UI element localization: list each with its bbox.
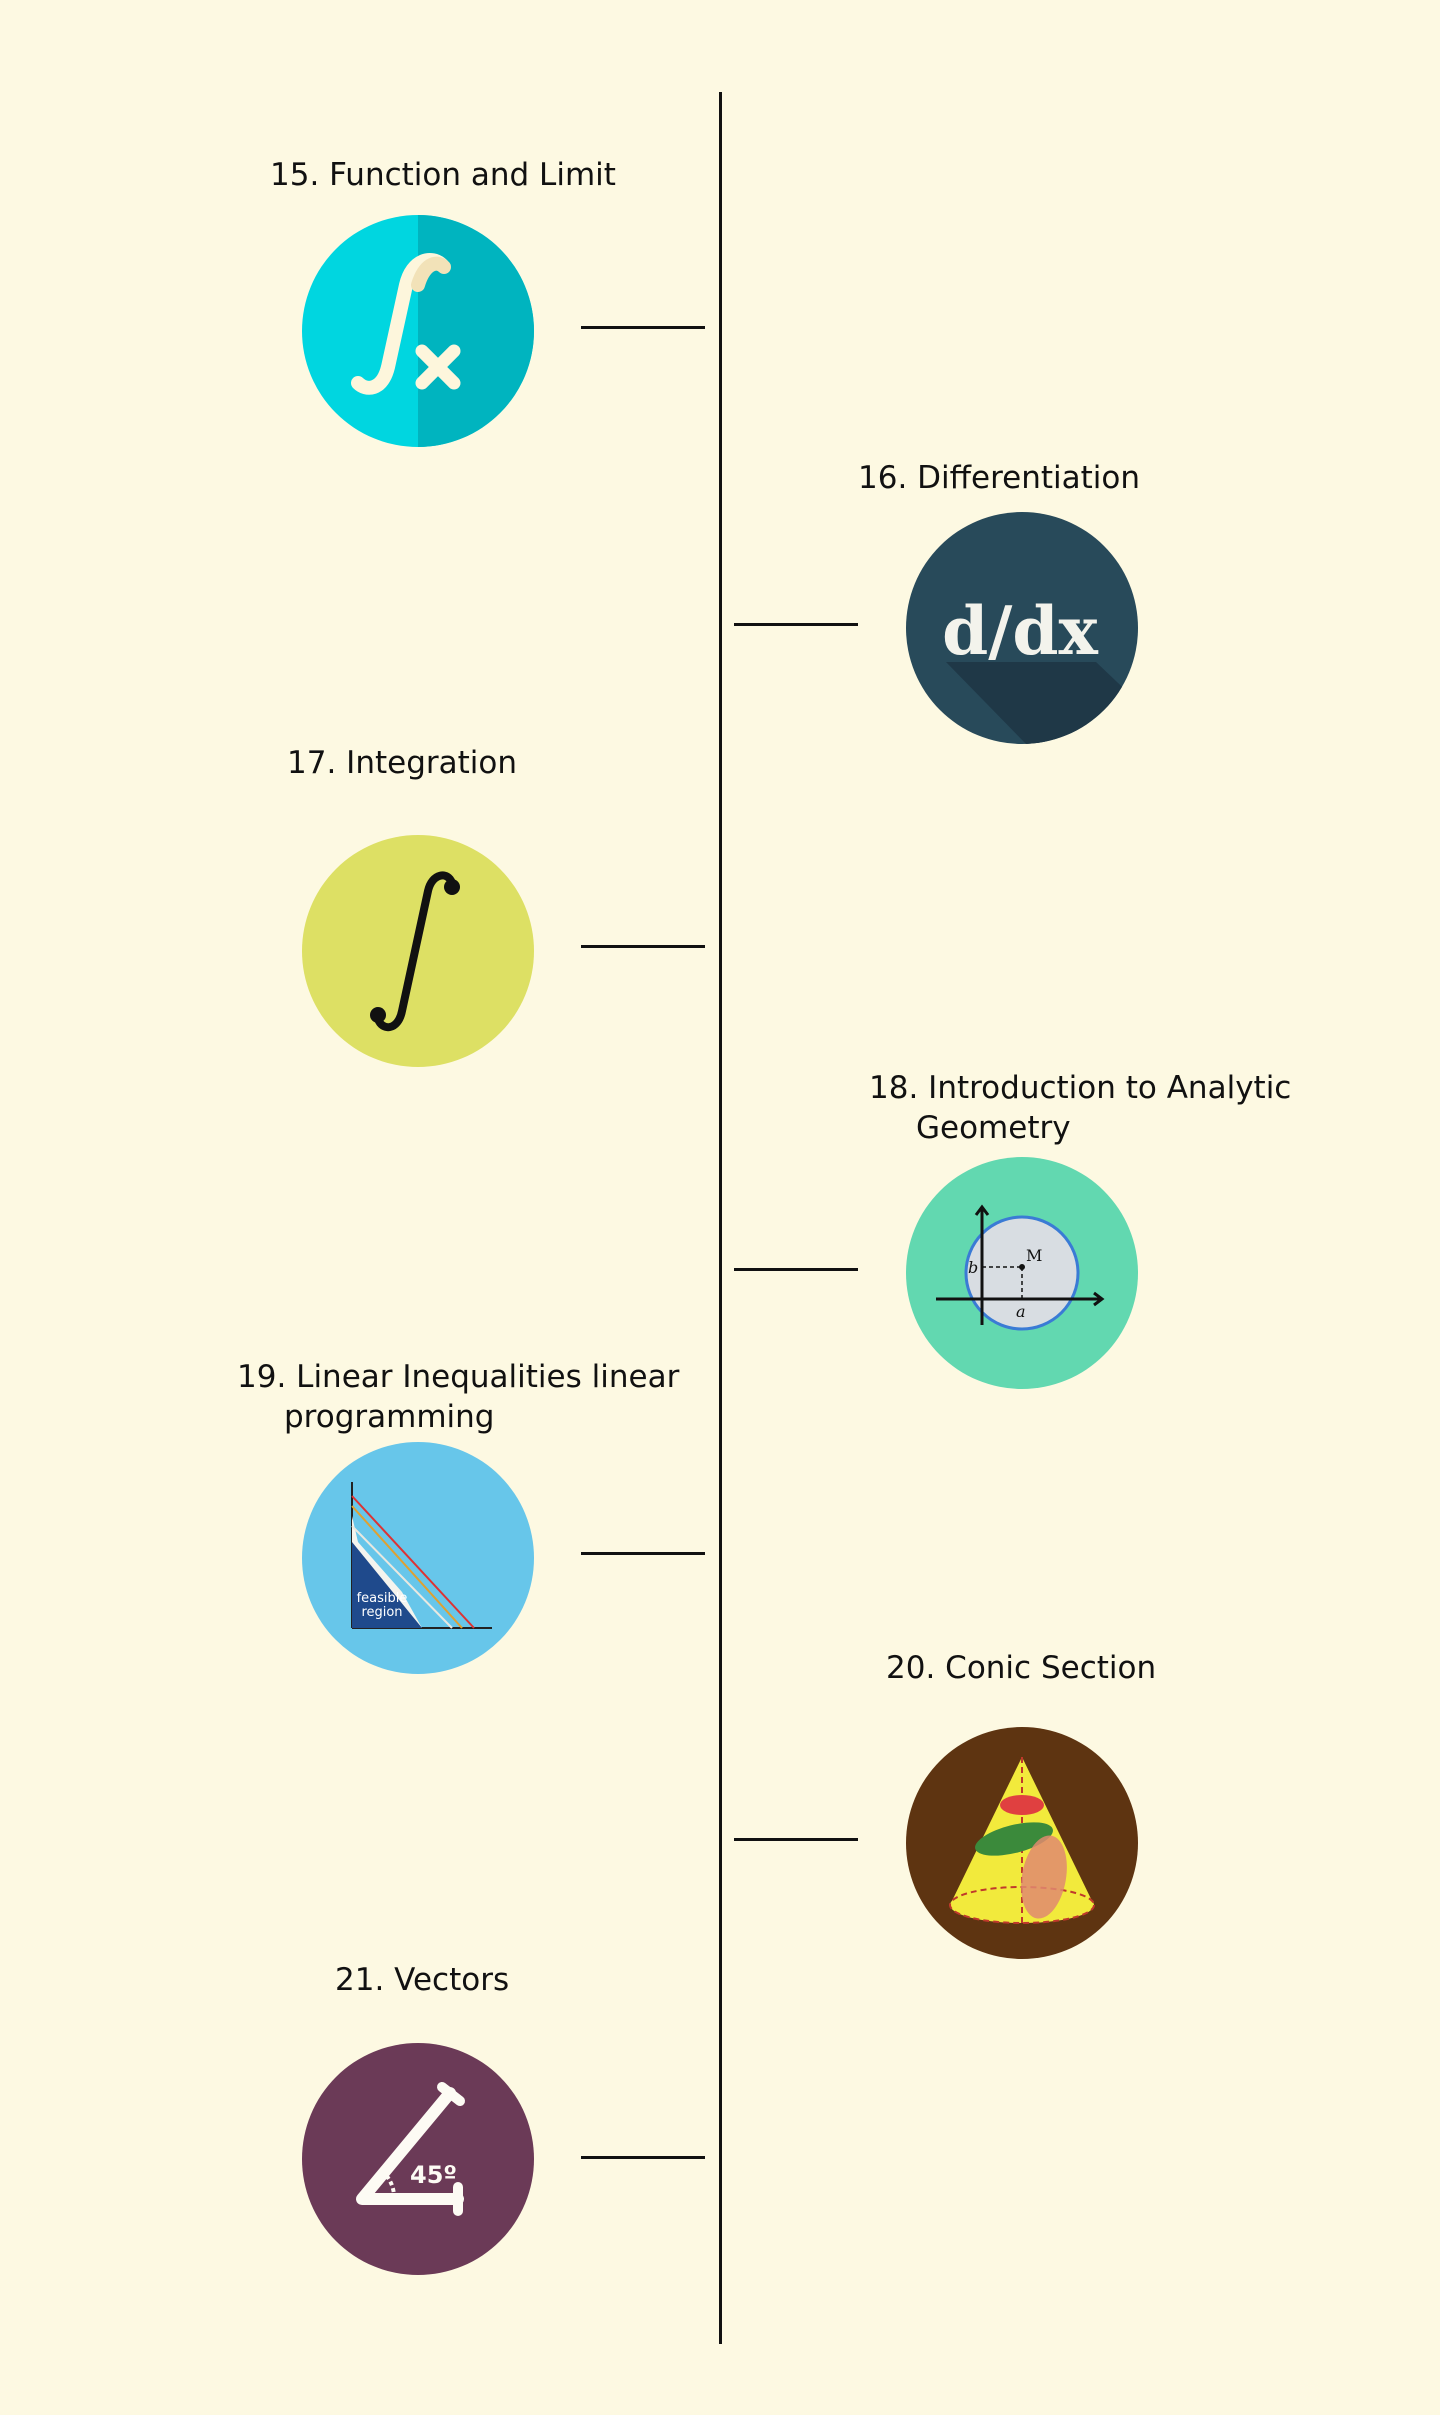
circle-graph-icon: M b a <box>906 1157 1138 1389</box>
connector-15 <box>581 326 705 329</box>
item-title-continued: Geometry <box>916 1110 1071 1146</box>
region-label: region <box>361 1605 402 1620</box>
derivative-icon: d/dx <box>906 512 1138 744</box>
a-label: a <box>1016 1302 1026 1321</box>
timeline-label-21: 21. Vectors <box>335 1960 509 2000</box>
feasible-label: feasible <box>357 1591 408 1606</box>
timeline-label-15: 15. Function and Limit <box>270 155 616 195</box>
b-label: b <box>968 1258 978 1277</box>
timeline-label-20: 20. Conic Section <box>886 1648 1156 1688</box>
item-title: Conic Section <box>945 1650 1157 1686</box>
item-number: 19. <box>237 1359 287 1395</box>
function-integral-icon <box>302 215 534 447</box>
item-number: 16. <box>858 460 908 496</box>
timeline-label-19: 19. Linear Inequalities linear programmi… <box>237 1357 679 1437</box>
connector-17 <box>581 945 705 948</box>
item-number: 15. <box>270 157 320 193</box>
item-number: 18. <box>869 1070 919 1106</box>
item-title: Differentiation <box>917 460 1141 496</box>
integral-icon <box>302 835 534 1067</box>
connector-16 <box>734 623 858 626</box>
connector-21 <box>581 2156 705 2159</box>
cone-icon <box>906 1727 1138 1959</box>
item-title: Introduction to Analytic <box>928 1070 1292 1106</box>
item-title: Function and Limit <box>329 157 616 193</box>
item-title: Integration <box>346 745 517 781</box>
center-label: M <box>1026 1246 1042 1265</box>
timeline-label-18: 18. Introduction to Analytic Geometry <box>869 1068 1291 1148</box>
connector-19 <box>581 1552 705 1555</box>
connector-20 <box>734 1838 858 1841</box>
timeline-label-17: 17. Integration <box>287 743 517 783</box>
derivative-text: d/dx <box>942 592 1098 670</box>
item-title: Vectors <box>394 1962 510 1998</box>
angle-icon: 45º <box>302 2043 534 2275</box>
item-number: 17. <box>287 745 337 781</box>
timeline-axis <box>719 92 722 2344</box>
item-number: 20. <box>886 1650 936 1686</box>
item-number: 21. <box>335 1962 385 1998</box>
item-title-continued: programming <box>284 1399 495 1435</box>
timeline-label-16: 16. Differentiation <box>858 458 1140 498</box>
angle-label: 45º <box>410 2161 457 2189</box>
feasible-region-icon: feasible region <box>302 1442 534 1674</box>
connector-18 <box>734 1268 858 1271</box>
item-title: Linear Inequalities linear <box>296 1359 680 1395</box>
